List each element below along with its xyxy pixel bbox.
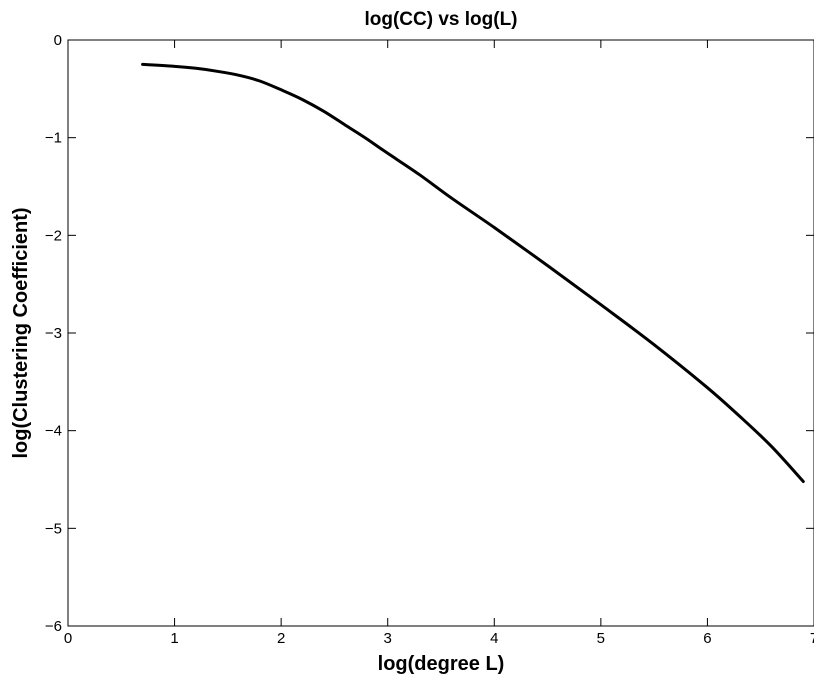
y-axis-label: log(Clustering Coefficient) xyxy=(10,207,32,458)
x-tick-label: 3 xyxy=(384,630,392,647)
x-tick-label: 5 xyxy=(597,630,605,647)
x-tick-label: 2 xyxy=(277,630,285,647)
x-tick-label: 6 xyxy=(703,630,711,647)
x-axis-ticks: 0 1 2 3 4 5 6 7 xyxy=(64,40,814,647)
x-tick-label: 1 xyxy=(170,630,178,647)
chart-title: log(CC) vs log(L) xyxy=(364,9,517,30)
x-tick-label: 0 xyxy=(64,630,72,647)
y-tick-label: 0 xyxy=(54,32,62,49)
y-tick-label: −3 xyxy=(45,325,62,342)
y-tick-label: −4 xyxy=(45,423,62,440)
y-axis-ticks: 0 −1 −2 −3 −4 −5 −6 xyxy=(45,32,814,635)
y-tick-label: −2 xyxy=(45,227,62,244)
x-tick-label: 4 xyxy=(490,630,498,647)
x-axis-label: log(degree L) xyxy=(378,653,505,675)
series-line xyxy=(141,62,805,483)
plot-area xyxy=(67,39,814,627)
y-tick-label: −6 xyxy=(45,618,62,635)
y-tick-label: −5 xyxy=(45,520,62,537)
y-tick-label: −1 xyxy=(45,130,62,147)
x-tick-label: 7 xyxy=(810,630,814,647)
